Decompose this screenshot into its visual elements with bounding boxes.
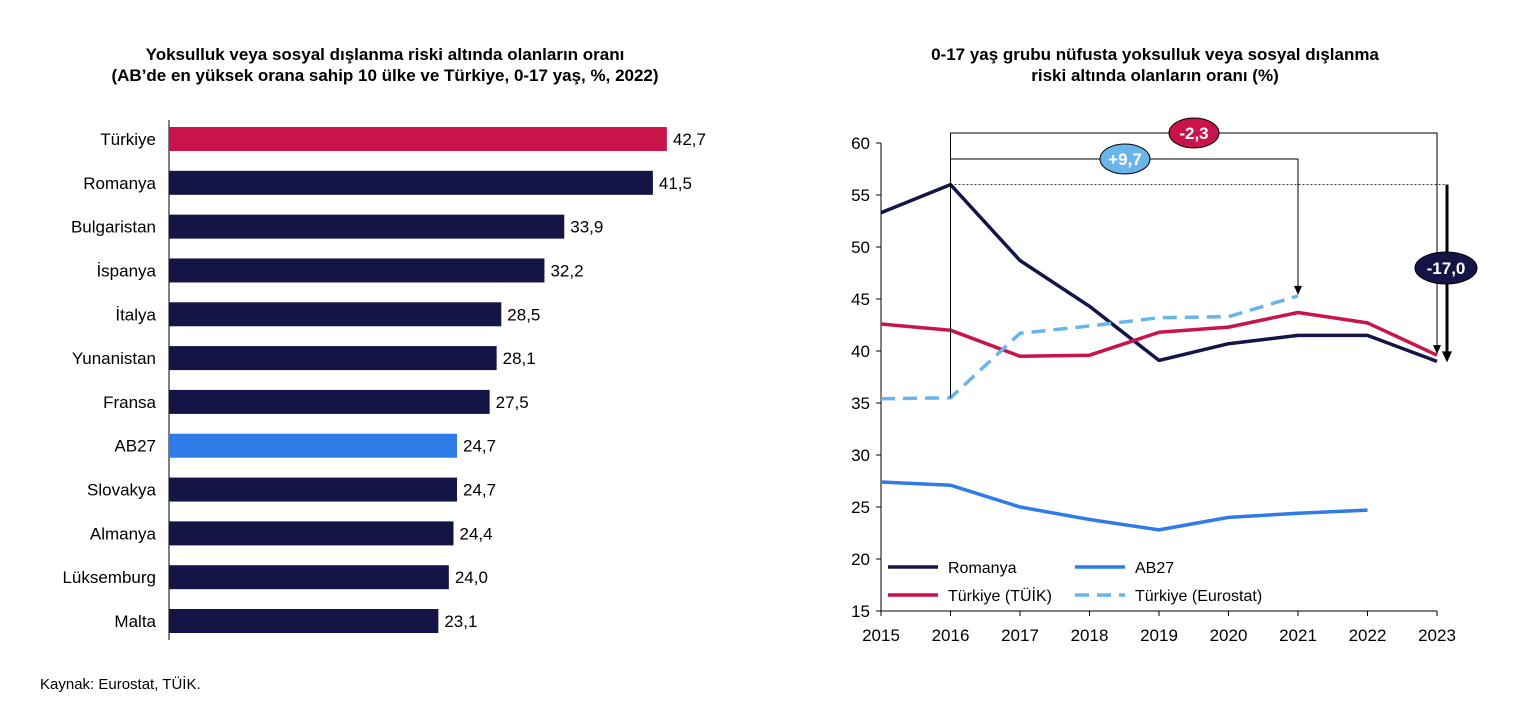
bar [169, 127, 667, 151]
bar [169, 565, 449, 590]
value-label: 41,5 [659, 174, 692, 193]
x-tick-label: 2023 [1418, 626, 1456, 645]
category-label: Bulgaristan [71, 218, 156, 237]
legend-label: Türkiye (Eurostat) [1135, 588, 1262, 605]
bar-chart-title: Yoksulluk veya sosyal dışlanma riski alt… [40, 44, 730, 86]
x-tick-label: 2019 [1140, 626, 1178, 645]
value-label: 24,4 [460, 524, 493, 543]
annotation-arrowhead [1442, 351, 1452, 363]
value-label: 28,1 [503, 349, 536, 368]
category-label: AB27 [114, 437, 156, 456]
bar [169, 302, 502, 327]
x-tick-label: 2020 [1210, 626, 1248, 645]
annotation-arrowhead [1294, 285, 1302, 295]
bar [169, 433, 458, 458]
line-chart-title-line-1: 0-17 yaş grubu nüfusta yoksulluk veya so… [931, 45, 1379, 64]
value-label: 42,7 [673, 130, 706, 149]
value-label: 28,5 [507, 305, 540, 324]
legend-label: Türkiye (TÜİK) [948, 586, 1052, 605]
value-label: 24,7 [463, 481, 496, 500]
y-tick-label: 35 [851, 394, 870, 413]
annotation-arrowhead [1433, 345, 1441, 355]
category-label: Slovakya [87, 481, 157, 500]
x-tick-label: 2018 [1071, 626, 1109, 645]
bar [169, 477, 458, 502]
category-label: Romanya [83, 174, 156, 193]
category-label: Almanya [90, 524, 157, 543]
annotation-badge [1168, 117, 1220, 149]
y-tick-label: 20 [851, 550, 870, 569]
annotation-label: -2,3 [1179, 124, 1208, 143]
series-line [880, 294, 1299, 401]
bar-chart-title-line-2: (AB’de en yüksek orana sahip 10 ülke ve … [111, 66, 659, 85]
category-label: Fransa [103, 393, 156, 412]
bar-chart-title-line-1: Yoksulluk veya sosyal dışlanma riski alt… [145, 45, 625, 64]
x-tick-label: 2016 [932, 626, 970, 645]
bar [169, 521, 454, 546]
bar [169, 389, 490, 414]
category-label: Yunanistan [72, 349, 156, 368]
bar-chart: Türkiye 42,7 Romanya 41,5 Bulgaristan 33,9 İsp… [62, 120, 706, 640]
bar [169, 346, 497, 371]
value-label: 33,9 [570, 218, 603, 237]
value-label: 24,0 [455, 568, 488, 587]
x-tick-label: 2017 [1001, 626, 1039, 645]
annotation-label: +9,7 [1108, 150, 1142, 169]
category-label: Malta [114, 612, 156, 631]
bar [169, 609, 439, 634]
y-tick-label: 50 [851, 238, 870, 257]
category-label: İtalya [115, 305, 156, 324]
series-line [880, 480, 1368, 532]
y-tick-label: 25 [851, 498, 870, 517]
source-note: Kaynak: Eurostat, TÜİK. [40, 676, 201, 693]
bar [169, 170, 653, 195]
annotation-label: -17,0 [1427, 259, 1466, 278]
bar [169, 214, 565, 239]
annotation-bracket [950, 132, 1438, 398]
category-label: İspanya [96, 261, 156, 280]
annotation-badge [1099, 143, 1151, 175]
annotation-badge [1414, 251, 1478, 285]
value-label: 24,7 [463, 437, 496, 456]
y-tick-label: 15 [851, 602, 870, 621]
legend-label: Romanya [948, 560, 1017, 577]
line-chart-title-line-2: riski altında olanların oranı (%) [1031, 66, 1279, 85]
value-label: 23,1 [444, 612, 477, 631]
category-label: Türkiye [100, 130, 156, 149]
x-tick-label: 2021 [1279, 626, 1317, 645]
y-tick-label: 45 [851, 290, 870, 309]
line-chart-title: 0-17 yaş grubu nüfusta yoksulluk veya so… [850, 44, 1460, 86]
y-tick-label: 55 [851, 186, 870, 205]
value-label: 27,5 [496, 393, 529, 412]
x-tick-label: 2015 [862, 626, 900, 645]
annotation-bracket [950, 158, 1299, 292]
category-label: Lüksemburg [62, 568, 156, 587]
y-tick-label: 40 [851, 342, 870, 361]
legend-label: AB27 [1135, 560, 1174, 577]
x-tick-label: 2022 [1349, 626, 1387, 645]
series-line [880, 310, 1438, 358]
bar [169, 258, 545, 283]
y-tick-label: 60 [851, 134, 870, 153]
value-label: 32,2 [550, 261, 583, 280]
y-tick-label: 30 [851, 446, 870, 465]
series-line [880, 182, 1438, 364]
